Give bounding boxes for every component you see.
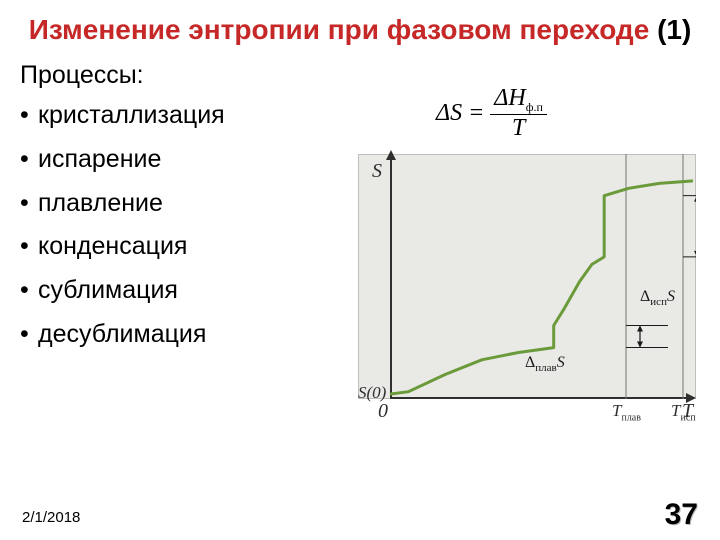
annot-suffix: S [557, 354, 565, 371]
annot-delta: Δ [640, 288, 650, 305]
x-tick-2: Tисп [671, 401, 696, 423]
x-tick-1: Tплав [612, 401, 641, 423]
bullet-icon: • [20, 225, 38, 269]
formula-num-sub: ф.п [526, 100, 543, 114]
bullet-icon: • [20, 138, 38, 182]
list-item: •конденсация [20, 225, 320, 269]
list-label: кристаллизация [38, 101, 225, 129]
list-item: •плавление [20, 182, 320, 226]
formula-S: S [450, 100, 462, 126]
formula-num-delta: Δ [494, 85, 508, 111]
footer-page: 37 [665, 498, 698, 532]
subtitle: Процессы: [20, 61, 700, 90]
list-label: испарение [38, 145, 161, 173]
list-item: •сублимация [20, 269, 320, 313]
chart-area: ΔS = ΔHф.п T S T 0 S(0) Tплав Tисп Δплав… [328, 88, 700, 418]
formula-den: T [490, 115, 547, 141]
bullet-icon: • [20, 269, 38, 313]
bullet-icon: • [20, 94, 38, 138]
content-row: •кристаллизация •испарение •плавление •к… [20, 94, 700, 418]
list-label: сублимация [38, 276, 178, 304]
annot-suffix: S [667, 288, 675, 305]
y-origin-label: S(0) [358, 383, 386, 403]
page-title: Изменение энтропии при фазовом переходе … [20, 12, 700, 47]
y-axis-label: S [372, 160, 382, 183]
title-suffix: (1) [657, 14, 691, 45]
footer-date: 2/1/2018 [22, 509, 80, 526]
list-label: конденсация [38, 232, 187, 260]
list-label: плавление [38, 189, 163, 217]
tick-sub: исп [680, 412, 695, 423]
list-item: •испарение [20, 138, 320, 182]
formula-eq: = [468, 100, 484, 127]
entropy-formula: ΔS = ΔHф.п T [436, 86, 547, 142]
list-label: десублимация [38, 320, 206, 348]
jump-label-1: ΔплавS [525, 354, 565, 374]
title-main: Изменение энтропии при фазовом переходе [29, 14, 650, 45]
annot-sub: плав [535, 362, 556, 374]
formula-fraction: ΔHф.п T [490, 86, 547, 142]
process-list: •кристаллизация •испарение •плавление •к… [20, 94, 320, 418]
formula-delta: Δ [436, 100, 450, 126]
tick-sub: плав [621, 412, 641, 423]
list-item: •десублимация [20, 313, 320, 357]
formula-num-H: H [508, 85, 525, 111]
annot-sub: исп [650, 296, 667, 308]
bullet-icon: • [20, 313, 38, 357]
origin-label: 0 [378, 400, 388, 423]
bullet-icon: • [20, 182, 38, 226]
jump-label-2: ΔиспS [640, 288, 675, 308]
list-item: •кристаллизация [20, 94, 320, 138]
annot-delta: Δ [525, 354, 535, 371]
